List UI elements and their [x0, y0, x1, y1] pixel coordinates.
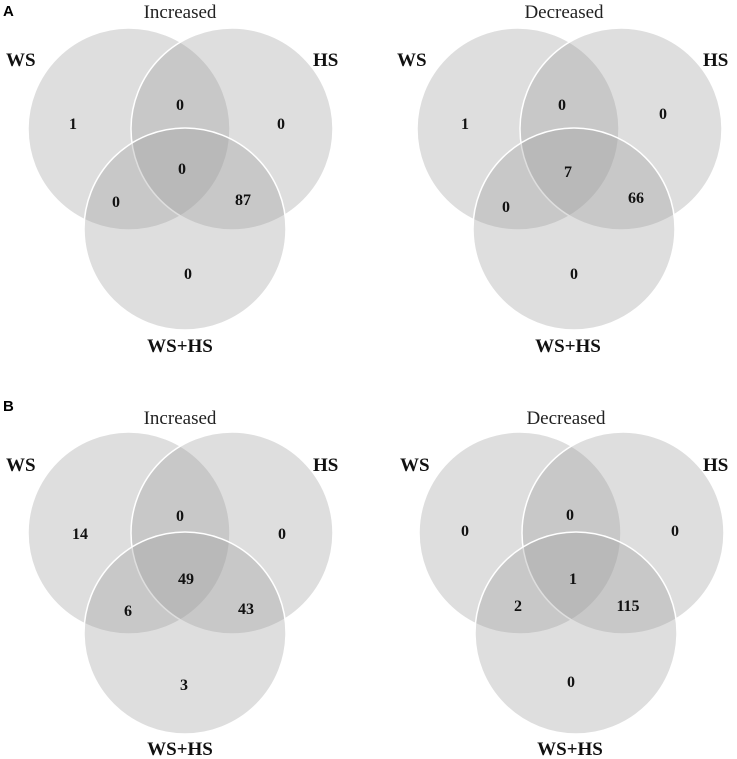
count-hs-only: 0 [278, 526, 286, 543]
count-ws-wshs: 0 [502, 199, 510, 216]
count-hs-wshs: 43 [238, 601, 254, 618]
count-ws-only: 0 [461, 523, 469, 540]
venn-b-increased: Increased WS HS WS+HS 14 0 0 49 6 43 3 [6, 408, 338, 759]
venn-a-decreased: Decreased WS HS WS+HS 1 0 0 7 0 66 0 [397, 2, 728, 357]
venn-title: Decreased [526, 408, 606, 429]
label-hs: HS [313, 50, 338, 71]
count-wshs-only: 3 [180, 677, 188, 694]
count-wshs-only: 0 [184, 266, 192, 283]
label-hs: HS [703, 50, 728, 71]
count-ws-hs: 0 [176, 508, 184, 525]
count-hs-only: 0 [671, 523, 679, 540]
count-hs-only: 0 [659, 106, 667, 123]
label-wshs: WS+HS [147, 739, 213, 759]
circle-wshs [83, 127, 287, 331]
circle-ws [27, 27, 231, 231]
panel-a-letter: A [3, 3, 14, 20]
circle-ws [416, 27, 620, 231]
count-ws-hs: 0 [176, 97, 184, 114]
circle-hs [130, 27, 334, 231]
panel-b-letter: B [3, 398, 14, 415]
circle-ws [27, 431, 231, 635]
venn-a-increased: Increased WS HS WS+HS 1 0 0 0 0 87 0 [6, 2, 338, 357]
count-all: 7 [564, 164, 572, 181]
circle-wshs [472, 127, 676, 331]
count-ws-only: 1 [461, 116, 469, 133]
count-all: 49 [178, 571, 194, 588]
count-all: 1 [569, 571, 577, 588]
label-wshs: WS+HS [537, 739, 603, 759]
count-hs-wshs: 66 [628, 190, 644, 207]
count-hs-wshs: 87 [235, 192, 251, 209]
count-ws-hs: 0 [566, 507, 574, 524]
label-ws: WS [400, 455, 430, 476]
circle-hs [521, 431, 725, 635]
circle-wshs [83, 531, 287, 735]
count-hs-only: 0 [277, 116, 285, 133]
circle-hs [519, 27, 723, 231]
label-wshs: WS+HS [147, 336, 213, 357]
label-wshs: WS+HS [535, 336, 601, 357]
label-hs: HS [313, 455, 338, 476]
venn-title: Decreased [524, 2, 604, 23]
venn-title: Increased [144, 408, 217, 429]
label-ws: WS [6, 50, 36, 71]
count-ws-hs: 0 [558, 97, 566, 114]
circle-hs [130, 431, 334, 635]
label-ws: WS [397, 50, 427, 71]
venn-title: Increased [144, 2, 217, 23]
count-ws-wshs: 2 [514, 598, 522, 615]
venn-b-decreased: Decreased WS HS WS+HS 0 0 0 1 2 115 0 [400, 408, 728, 759]
count-ws-only: 1 [69, 116, 77, 133]
circle-ws [418, 431, 622, 635]
count-hs-wshs: 115 [616, 598, 639, 615]
count-ws-only: 14 [72, 526, 88, 543]
circle-wshs [474, 531, 678, 735]
count-wshs-only: 0 [570, 266, 578, 283]
count-ws-wshs: 0 [112, 194, 120, 211]
count-all: 0 [178, 161, 186, 178]
label-ws: WS [6, 455, 36, 476]
label-hs: HS [703, 455, 728, 476]
count-wshs-only: 0 [567, 674, 575, 691]
count-ws-wshs: 6 [124, 603, 132, 620]
